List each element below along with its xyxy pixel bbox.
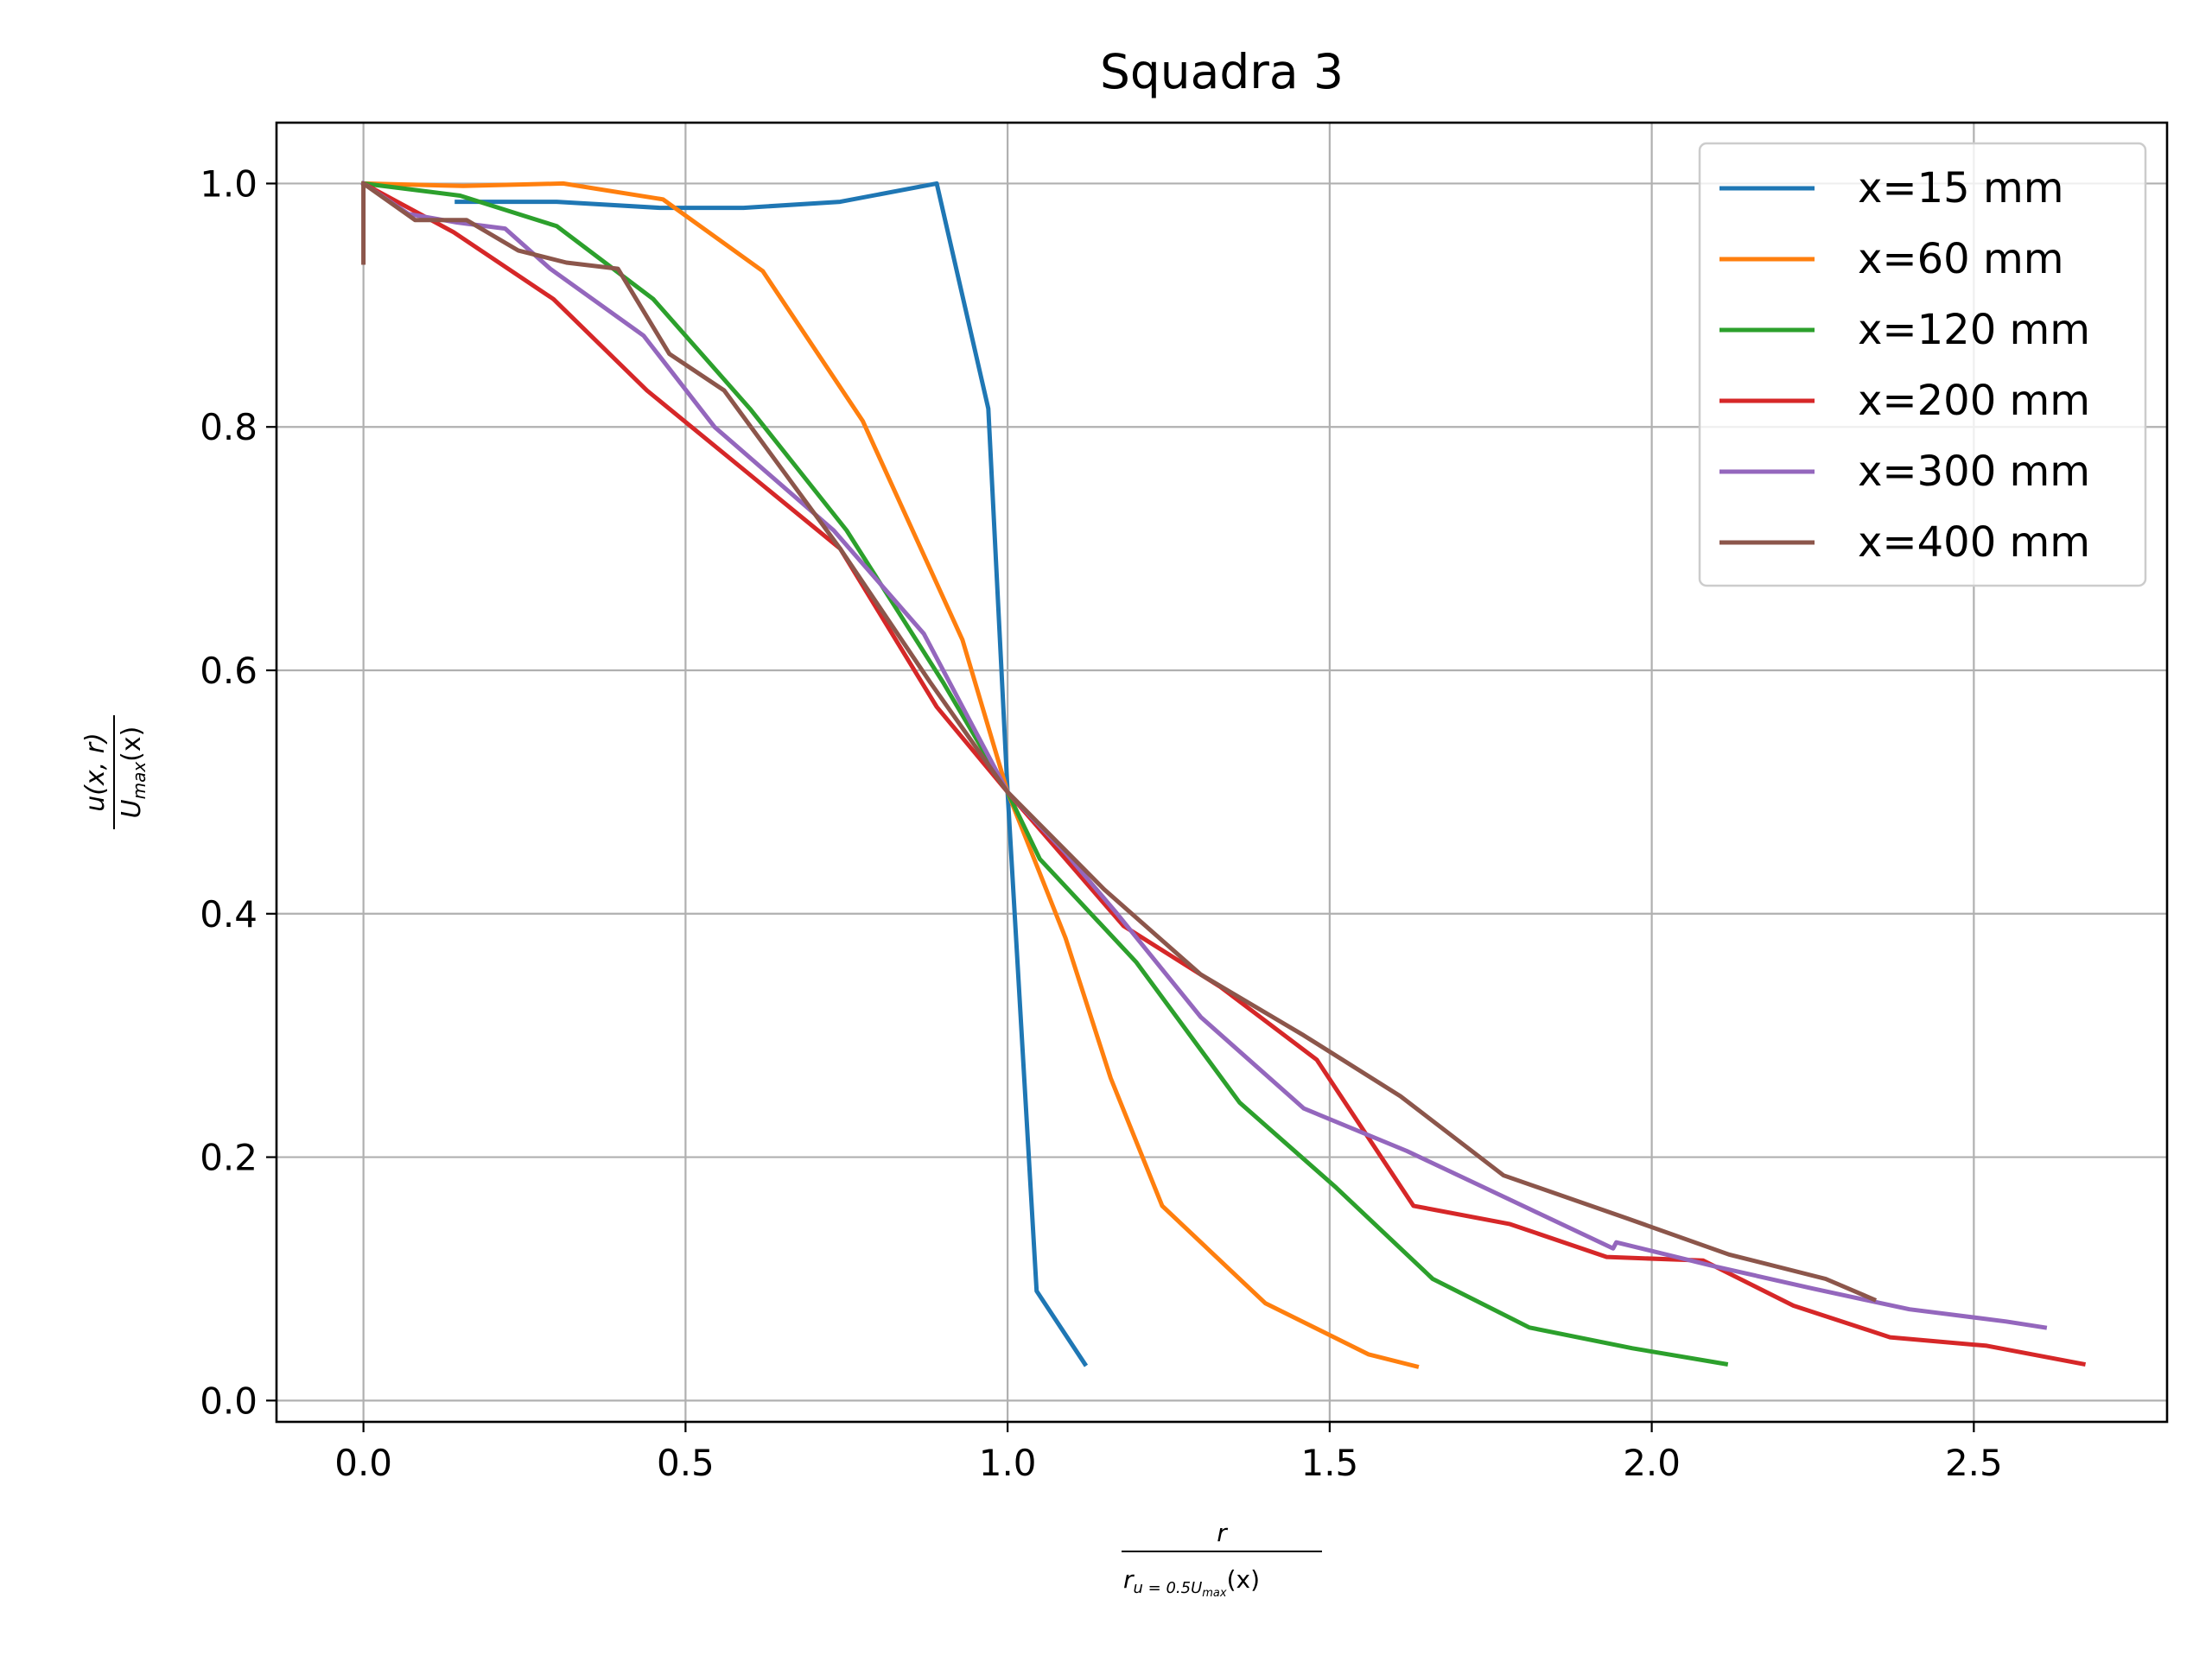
legend-label: x=60 mm (1858, 235, 2063, 283)
series-line-x-60-mm (361, 181, 1420, 1369)
series-line-x-120-mm (360, 181, 1729, 1367)
y-axis-label-denominator: Umax(x) (117, 726, 149, 819)
x-tick-label: 1.5 (1300, 1442, 1358, 1484)
y-tick-label: 0.4 (200, 893, 257, 936)
y-tick-label: 0.0 (200, 1380, 257, 1422)
y-axis-label-den-main: U (117, 799, 147, 818)
y-axis-label: u(x, r) Umax(x) (80, 715, 149, 829)
series-line-x-15-mm (454, 181, 1089, 1367)
legend-label: x=120 mm (1858, 306, 2090, 354)
legend-label: x=200 mm (1858, 377, 2090, 425)
legend-items: x=15 mm x=60 mm x=120 mm x=200 mm x=300 mm x=… (1719, 164, 2090, 567)
y-axis-label-den-tail: (x) (117, 726, 147, 762)
x-axis-label-den-subsub: max (1202, 1587, 1227, 1600)
chart-title: Squadra 3 (1100, 44, 1344, 99)
series-group (360, 180, 2087, 1369)
legend-label: x=300 mm (1858, 447, 2090, 496)
y-axis-label-numerator: u(x, r) (80, 733, 111, 812)
legend-label: x=15 mm (1858, 164, 2063, 213)
legend-label: x=400 mm (1858, 518, 2090, 567)
y-tick-label: 0.2 (200, 1137, 257, 1179)
axis-ticks: 0.0 0.5 1.0 1.5 2.0 2.5 0.0 0.2 0.4 0.6 0.8 1.0 (200, 162, 2003, 1484)
x-axis-label-den-main: r (1123, 1565, 1135, 1594)
x-axis-label-numerator: r (1217, 1519, 1228, 1547)
plot-area-frame (275, 121, 2169, 1424)
x-axis-label-den-sub: u = 0.5U (1134, 1579, 1203, 1597)
x-tick-label: 2.0 (1623, 1442, 1681, 1484)
y-tick-label: 0.8 (200, 406, 257, 448)
x-tick-label: 0.5 (657, 1442, 715, 1484)
y-tick-label: 1.0 (200, 162, 257, 205)
x-tick-label: 0.0 (334, 1442, 392, 1484)
x-axis-label-den-tail: (x) (1227, 1565, 1260, 1594)
y-axis-label-den-sub: max (129, 762, 149, 800)
x-tick-label: 2.5 (1945, 1442, 2003, 1484)
y-tick-label: 0.6 (200, 650, 257, 692)
x-axis-label: r ru = 0.5Umax(x) (1122, 1519, 1322, 1600)
legend: x=15 mm x=60 mm x=120 mm x=200 mm x=300 mm x=… (1698, 142, 2147, 587)
series-line-x-400-mm (361, 181, 1878, 1303)
x-axis-label-denominator: ru = 0.5Umax(x) (1123, 1565, 1260, 1600)
x-tick-label: 1.0 (979, 1442, 1037, 1484)
legend-box (1698, 142, 2147, 587)
